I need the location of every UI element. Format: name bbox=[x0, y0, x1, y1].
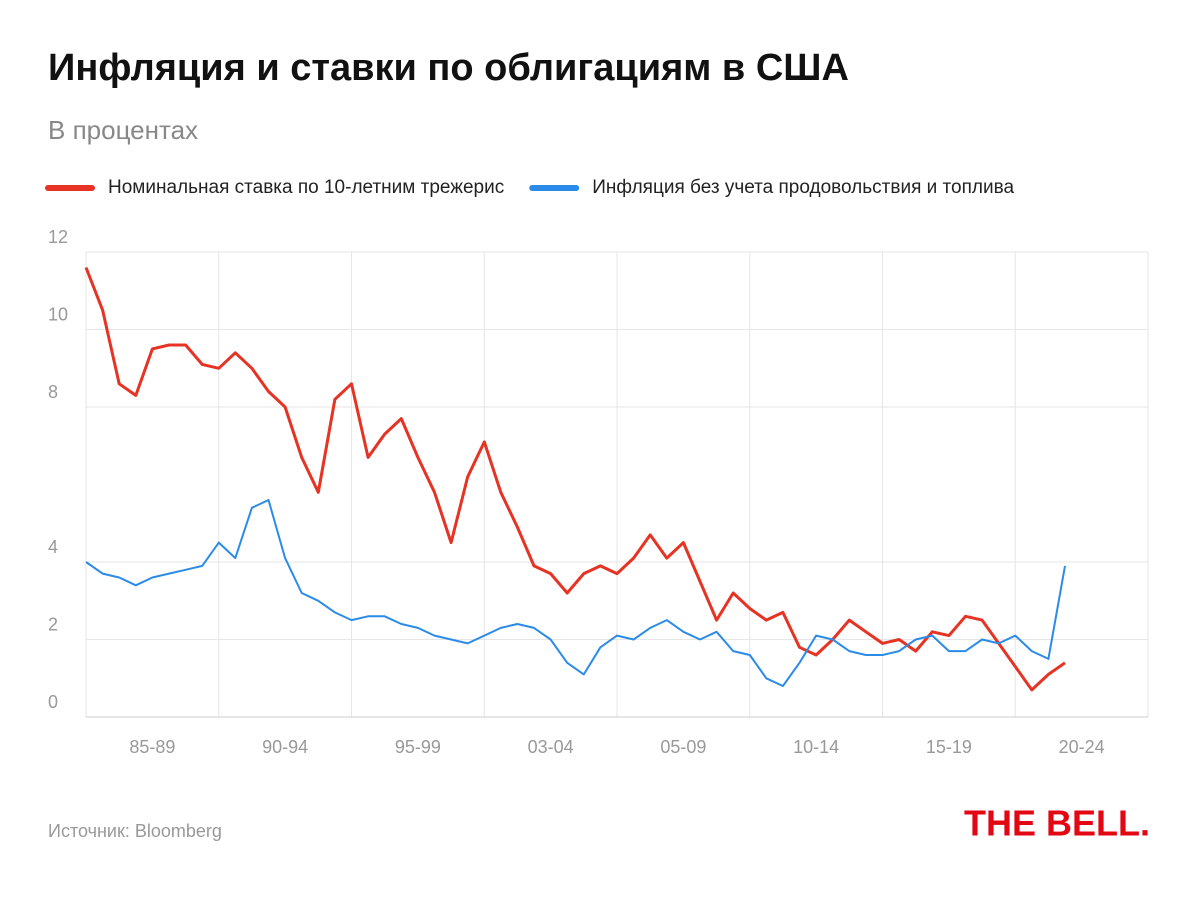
x-tick-label: 85-89 bbox=[129, 737, 175, 757]
legend-label: Инфляция без учета продовольствия и топл… bbox=[592, 177, 1014, 198]
x-tick-label: 05-09 bbox=[660, 737, 706, 757]
legend-label: Номинальная ставка по 10-летним трежерис bbox=[108, 177, 504, 198]
line-series bbox=[85, 499, 1066, 687]
x-tick-label: 95-99 bbox=[395, 737, 441, 757]
x-tick-label: 15-19 bbox=[926, 737, 972, 757]
x-tick-label: 20-24 bbox=[1059, 737, 1105, 757]
x-tick-label: 10-14 bbox=[793, 737, 839, 757]
chart-title: Инфляция и ставки по облигациям в США bbox=[48, 47, 849, 89]
chart-subtitle: В процентах bbox=[48, 115, 198, 145]
brand-logo: THE BELL. bbox=[964, 803, 1150, 844]
x-tick-label: 90-94 bbox=[262, 737, 308, 757]
x-tick-label: 03-04 bbox=[528, 737, 574, 757]
y-tick-label: 12 bbox=[48, 227, 68, 247]
source: Источник: Bloomberg bbox=[48, 821, 222, 841]
y-tick-label: 4 bbox=[48, 537, 58, 557]
y-tick-label: 2 bbox=[48, 614, 58, 634]
y-tick-label: 0 bbox=[48, 692, 58, 712]
y-tick-label: 8 bbox=[48, 382, 58, 402]
y-tick-label: 10 bbox=[48, 304, 68, 324]
line-series bbox=[84, 266, 1066, 692]
